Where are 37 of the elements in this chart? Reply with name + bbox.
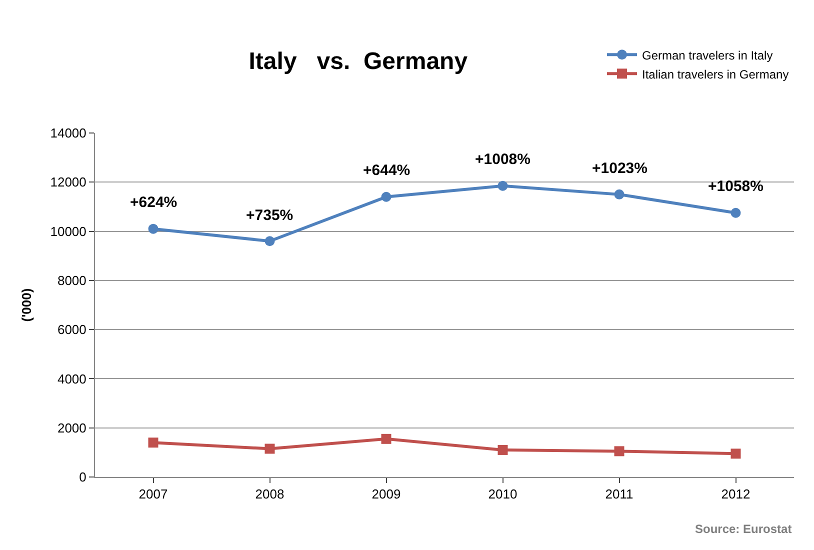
point: [148, 438, 158, 448]
x-tick-label: 2009: [372, 486, 401, 502]
point: [498, 444, 508, 455]
annotation: +1023%: [592, 160, 648, 177]
y-axis-title: ('000): [19, 288, 34, 322]
x-tick-label: 2008: [255, 486, 284, 502]
x-tick-label: 2012: [721, 486, 750, 502]
point: [148, 224, 158, 234]
annotation: +1008%: [475, 151, 530, 168]
y-tick-label: 2000: [57, 420, 86, 436]
y-tick-label: 10000: [50, 224, 86, 239]
y-tick-label: 8000: [57, 272, 86, 288]
point: [730, 208, 741, 218]
point: [730, 448, 741, 459]
annotation: +1058%: [708, 178, 764, 195]
legend-label: German travelers in Italy: [642, 48, 773, 62]
y-tick-label: 6000: [57, 322, 86, 338]
point: [498, 180, 508, 191]
point: [264, 444, 275, 454]
annotation: +644%: [363, 162, 410, 179]
source-note: Source: Eurostat: [695, 522, 792, 536]
annotation: +624%: [130, 194, 178, 211]
chart-title: Italy vs. Germany: [248, 48, 468, 75]
x-tick-label: 2007: [138, 486, 168, 502]
point: [381, 434, 392, 444]
legend-label: Italian travelers in Germany: [642, 67, 789, 82]
annotation: +735%: [246, 207, 294, 224]
y-tick-label: 0: [79, 470, 86, 485]
y-tick-label: 4000: [57, 371, 86, 386]
point: [264, 236, 275, 246]
point: [614, 446, 624, 456]
y-tick-label: 14000: [50, 126, 86, 141]
point: [614, 189, 624, 200]
y-tick-label: 12000: [50, 174, 86, 190]
x-tick-label: 2010: [488, 486, 518, 502]
point: [381, 192, 392, 202]
x-tick-label: 2011: [605, 486, 634, 502]
